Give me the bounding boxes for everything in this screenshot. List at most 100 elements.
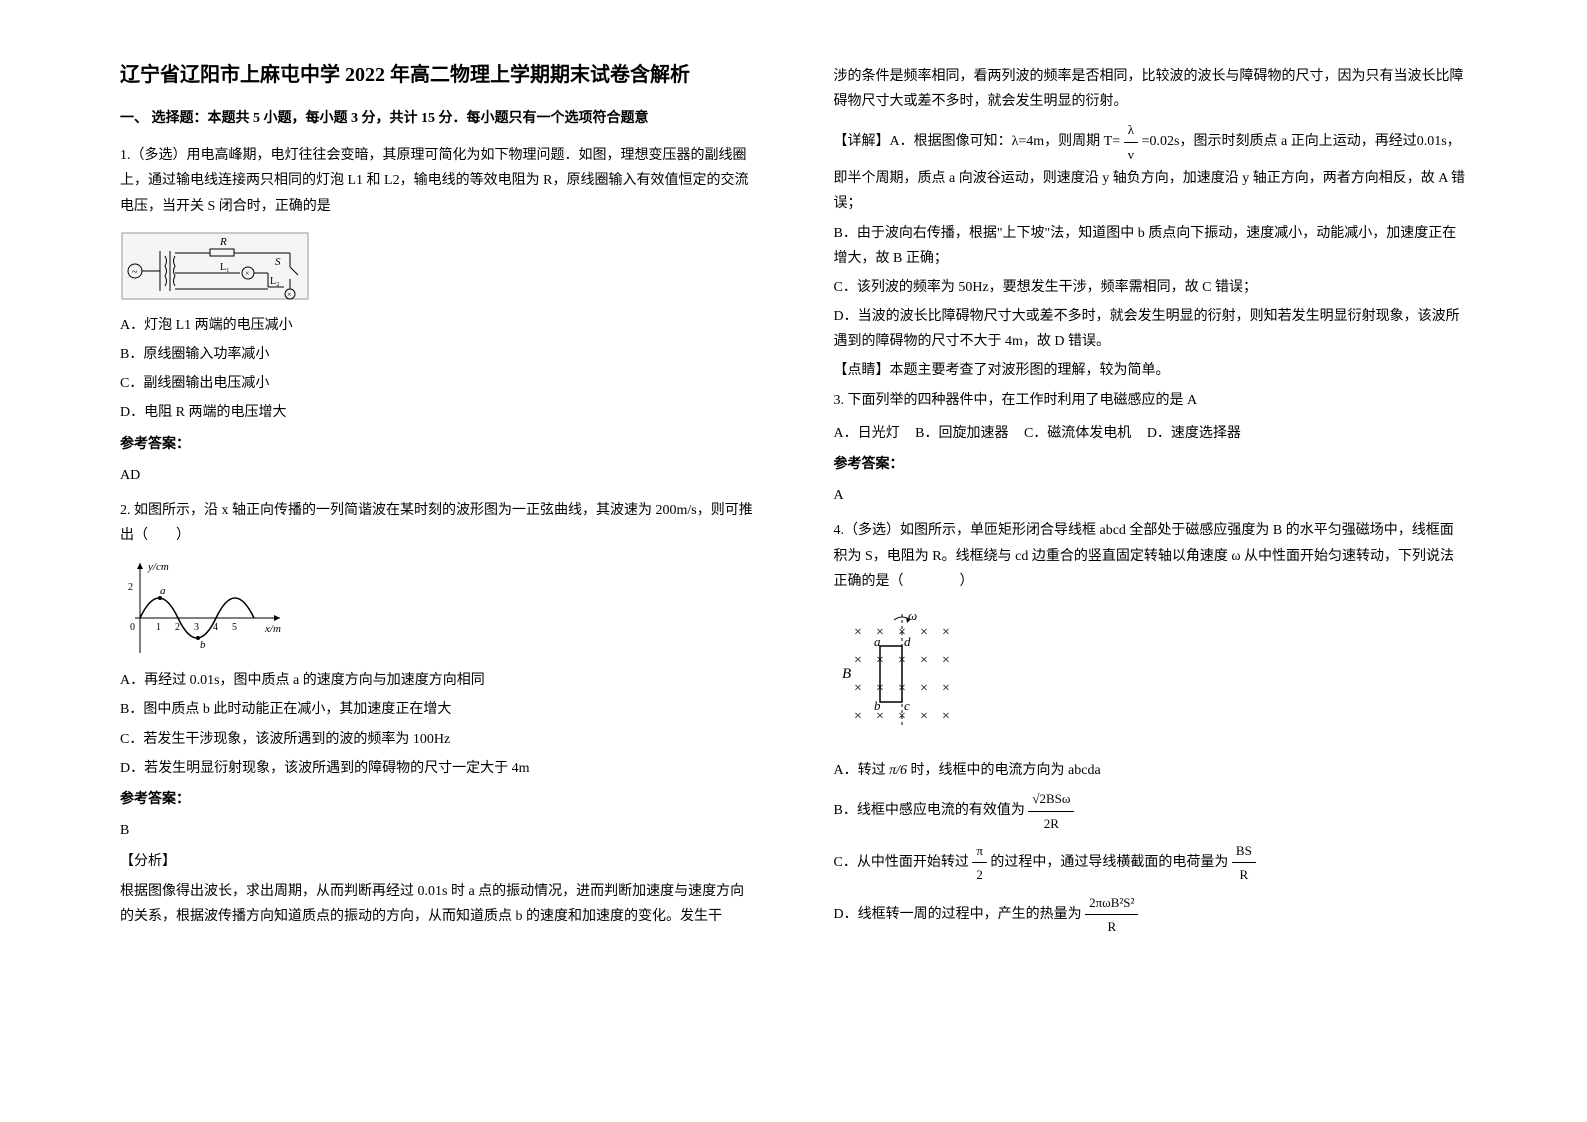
q1-circuit-figure: R ~ S × L₂ × (120, 231, 754, 301)
field-a-label: a (874, 634, 881, 649)
q2-optD: D．若发生明显衍射现象，该波所遇到的障碍物的尺寸一定大于 4m (120, 756, 754, 781)
svg-text:×: × (942, 625, 950, 640)
question-4: 4.（多选）如图所示，单匝矩形闭合导线框 abcd 全部处于磁感应强度为 B 的… (834, 518, 1468, 938)
q2-detail-D: D．当波的波长比障碍物尺寸大或差不多时，就会发生明显的衍射，则知若发生明显衍射现… (834, 304, 1468, 354)
svg-text:×: × (942, 653, 950, 668)
svg-text:×: × (287, 290, 292, 299)
svg-text:5: 5 (232, 622, 237, 633)
question-2: 2. 如图所示，沿 x 轴正向传播的一列简谐波在某时刻的波形图为一正弦曲线，其波… (120, 498, 754, 929)
q1-optB: B．原线圈输入功率减小 (120, 342, 754, 367)
wave-svg: y/cm x/m 2 0 1 2 3 4 5 a b (120, 558, 290, 658)
svg-text:×: × (942, 681, 950, 696)
q2-analysis-label: 【分析】 (120, 849, 754, 874)
q2-analysis-p1: 根据图像得出波长，求出周期，从而判断再经过 0.01s 时 a 点的振动情况，进… (120, 879, 754, 929)
q2-options: A．再经过 0.01s，图中质点 a 的速度方向与加速度方向相同 B．图中质点 … (120, 668, 754, 781)
doc-title: 辽宁省辽阳市上麻屯中学 2022 年高二物理上学期期末试卷含解析 (120, 60, 754, 90)
svg-text:×: × (245, 269, 250, 278)
q4-optC-mid: 的过程中，通过导线横截面的电荷量为 (987, 855, 1232, 870)
q4-optC: C．从中性面开始转过 π2 的过程中，通过导线横截面的电荷量为 BSR (834, 839, 1468, 887)
svg-text:×: × (920, 625, 928, 640)
q2-optC: C．若发生干涉现象，该波所遇到的波的频率为 100Hz (120, 727, 754, 752)
q4-optD: D．线框转一周的过程中，产生的热量为 2πωB²S²R (834, 891, 1468, 939)
svg-text:×: × (942, 709, 950, 724)
q4-optB: B．线框中感应电流的有效值为 √2BSω2R (834, 787, 1468, 835)
q2-point: 【点睛】本题主要考查了对波形图的理解，较为简单。 (834, 358, 1468, 383)
svg-text:~: ~ (132, 267, 138, 278)
q4-optA-pre: A．转过 (834, 763, 890, 778)
q2-analysis-p2: 涉的条件是频率相同，看两列波的频率是否相同，比较波的波长与障碍物的尺寸，因为只有… (834, 64, 1468, 114)
svg-text:×: × (920, 681, 928, 696)
q3-optD: D．速度选择器 (1147, 426, 1241, 441)
q2-detail-C: C．该列波的频率为 50Hz，要想发生干涉，频率需相同，故 C 错误； (834, 275, 1468, 300)
q4-optB-frac: √2BSω2R (1028, 787, 1074, 835)
q3-optB: B．回旋加速器 (915, 426, 1008, 441)
q1-optA: A．灯泡 L1 两端的电压减小 (120, 313, 754, 338)
q3-ans: A (834, 483, 1468, 508)
q2-detail-B: B．由于波向右传播，根据"上下坡"法，知道图中 b 质点向下振动，速度减小，动能… (834, 221, 1468, 271)
q1-ans: AD (120, 463, 754, 488)
svg-text:0: 0 (130, 622, 135, 633)
wave-x-label: x/m (264, 623, 281, 635)
right-column: 涉的条件是频率相同，看两列波的频率是否相同，比较波的波长与障碍物的尺寸，因为只有… (794, 60, 1488, 1082)
q1-ans-label: 参考答案： (120, 432, 754, 457)
circuit-L1-label: L₁ (220, 262, 230, 273)
q4-optA-post: 时，线框中的电流方向为 abcda (907, 763, 1101, 778)
q3-optC: C．磁流体发电机 (1024, 426, 1131, 441)
svg-text:×: × (920, 653, 928, 668)
svg-text:a: a (160, 585, 166, 597)
svg-text:2: 2 (175, 622, 180, 633)
svg-text:1: 1 (156, 622, 161, 633)
q3-stem: 3. 下面列举的四种器件中，在工作时利用了电磁感应的是 A (834, 388, 1468, 413)
q1-optC: C．副线圈输出电压减小 (120, 371, 754, 396)
field-omega-label: ω (908, 608, 917, 623)
circuit-L2-label: L₂ (270, 276, 280, 287)
q3-optA: A．日光灯 (834, 426, 900, 441)
field-svg: ×× ××× ×× ××× ×× ××× ×× ××× a d b c B ω (834, 606, 984, 746)
q4-optD-pre: D．线框转一周的过程中，产生的热量为 (834, 907, 1086, 922)
question-3: 3. 下面列举的四种器件中，在工作时利用了电磁感应的是 A A．日光灯 B．回旋… (834, 388, 1468, 509)
field-d-label: d (904, 634, 911, 649)
circuit-svg: R ~ S × L₂ × (120, 231, 310, 301)
circuit-S-label: S (275, 256, 281, 268)
q4-field-figure: ×× ××× ×× ××× ×× ××× ×× ××× a d b c B ω (834, 606, 1468, 746)
svg-text:×: × (854, 625, 862, 640)
q3-ans-label: 参考答案： (834, 452, 1468, 477)
q2-optB: B．图中质点 b 此时动能正在减小，其加速度正在增大 (120, 697, 754, 722)
q2-detail-A: 【详解】A．根据图像可知：λ=4m，则周期 T= λv =0.02s，图示时刻质… (834, 118, 1468, 216)
q4-optC-frac1: π2 (972, 839, 987, 887)
q4-optC-frac2: BSR (1232, 839, 1256, 887)
q2-detail-A-frac: λv (1124, 118, 1139, 166)
question-1: 1.（多选）用电高峰期，电灯往往会变暗，其原理可简化为如下物理问题．如图，理想变… (120, 143, 754, 488)
svg-text:3: 3 (194, 622, 199, 633)
q4-optB-pre: B．线框中感应电流的有效值为 (834, 803, 1029, 818)
q1-optD: D．电阻 R 两端的电压增大 (120, 400, 754, 425)
field-B-label: B (842, 666, 851, 682)
svg-text:b: b (200, 639, 206, 651)
circuit-R-label: R (219, 236, 227, 248)
q2-optA: A．再经过 0.01s，图中质点 a 的速度方向与加速度方向相同 (120, 668, 754, 693)
q3-options: A．日光灯 B．回旋加速器 C．磁流体发电机 D．速度选择器 (834, 421, 1468, 446)
svg-text:×: × (854, 653, 862, 668)
q4-optD-frac: 2πωB²S²R (1085, 891, 1138, 939)
q1-stem: 1.（多选）用电高峰期，电灯往往会变暗，其原理可简化为如下物理问题．如图，理想变… (120, 143, 754, 219)
svg-text:×: × (854, 681, 862, 696)
q4-optA: A．转过 π/6 时，线框中的电流方向为 abcda (834, 758, 1468, 783)
left-column: 辽宁省辽阳市上麻屯中学 2022 年高二物理上学期期末试卷含解析 一、 选择题：… (100, 60, 794, 1082)
section-head: 一、 选择题：本题共 5 小题，每小题 3 分，共计 15 分．每小题只有一个选… (120, 106, 754, 131)
svg-text:2: 2 (128, 582, 133, 593)
q4-options: A．转过 π/6 时，线框中的电流方向为 abcda B．线框中感应电流的有效值… (834, 758, 1468, 939)
q4-optA-frac: π/6 (889, 763, 907, 778)
wave-y-label: y/cm (147, 561, 169, 573)
svg-text:×: × (920, 709, 928, 724)
q2-ans: B (120, 818, 754, 843)
q2-detail-A-pre: 【详解】A．根据图像可知：λ=4m，则周期 T= (834, 134, 1124, 149)
q2-ans-label: 参考答案： (120, 787, 754, 812)
q2-stem: 2. 如图所示，沿 x 轴正向传播的一列简谐波在某时刻的波形图为一正弦曲线，其波… (120, 498, 754, 548)
q1-options: A．灯泡 L1 两端的电压减小 B．原线圈输入功率减小 C．副线圈输出电压减小 … (120, 313, 754, 426)
field-c-label: c (904, 698, 910, 713)
q4-optC-pre: C．从中性面开始转过 (834, 855, 973, 870)
svg-text:×: × (854, 709, 862, 724)
q4-stem: 4.（多选）如图所示，单匝矩形闭合导线框 abcd 全部处于磁感应强度为 B 的… (834, 518, 1468, 594)
field-b-label: b (874, 698, 881, 713)
q2-wave-figure: y/cm x/m 2 0 1 2 3 4 5 a b (120, 558, 754, 658)
